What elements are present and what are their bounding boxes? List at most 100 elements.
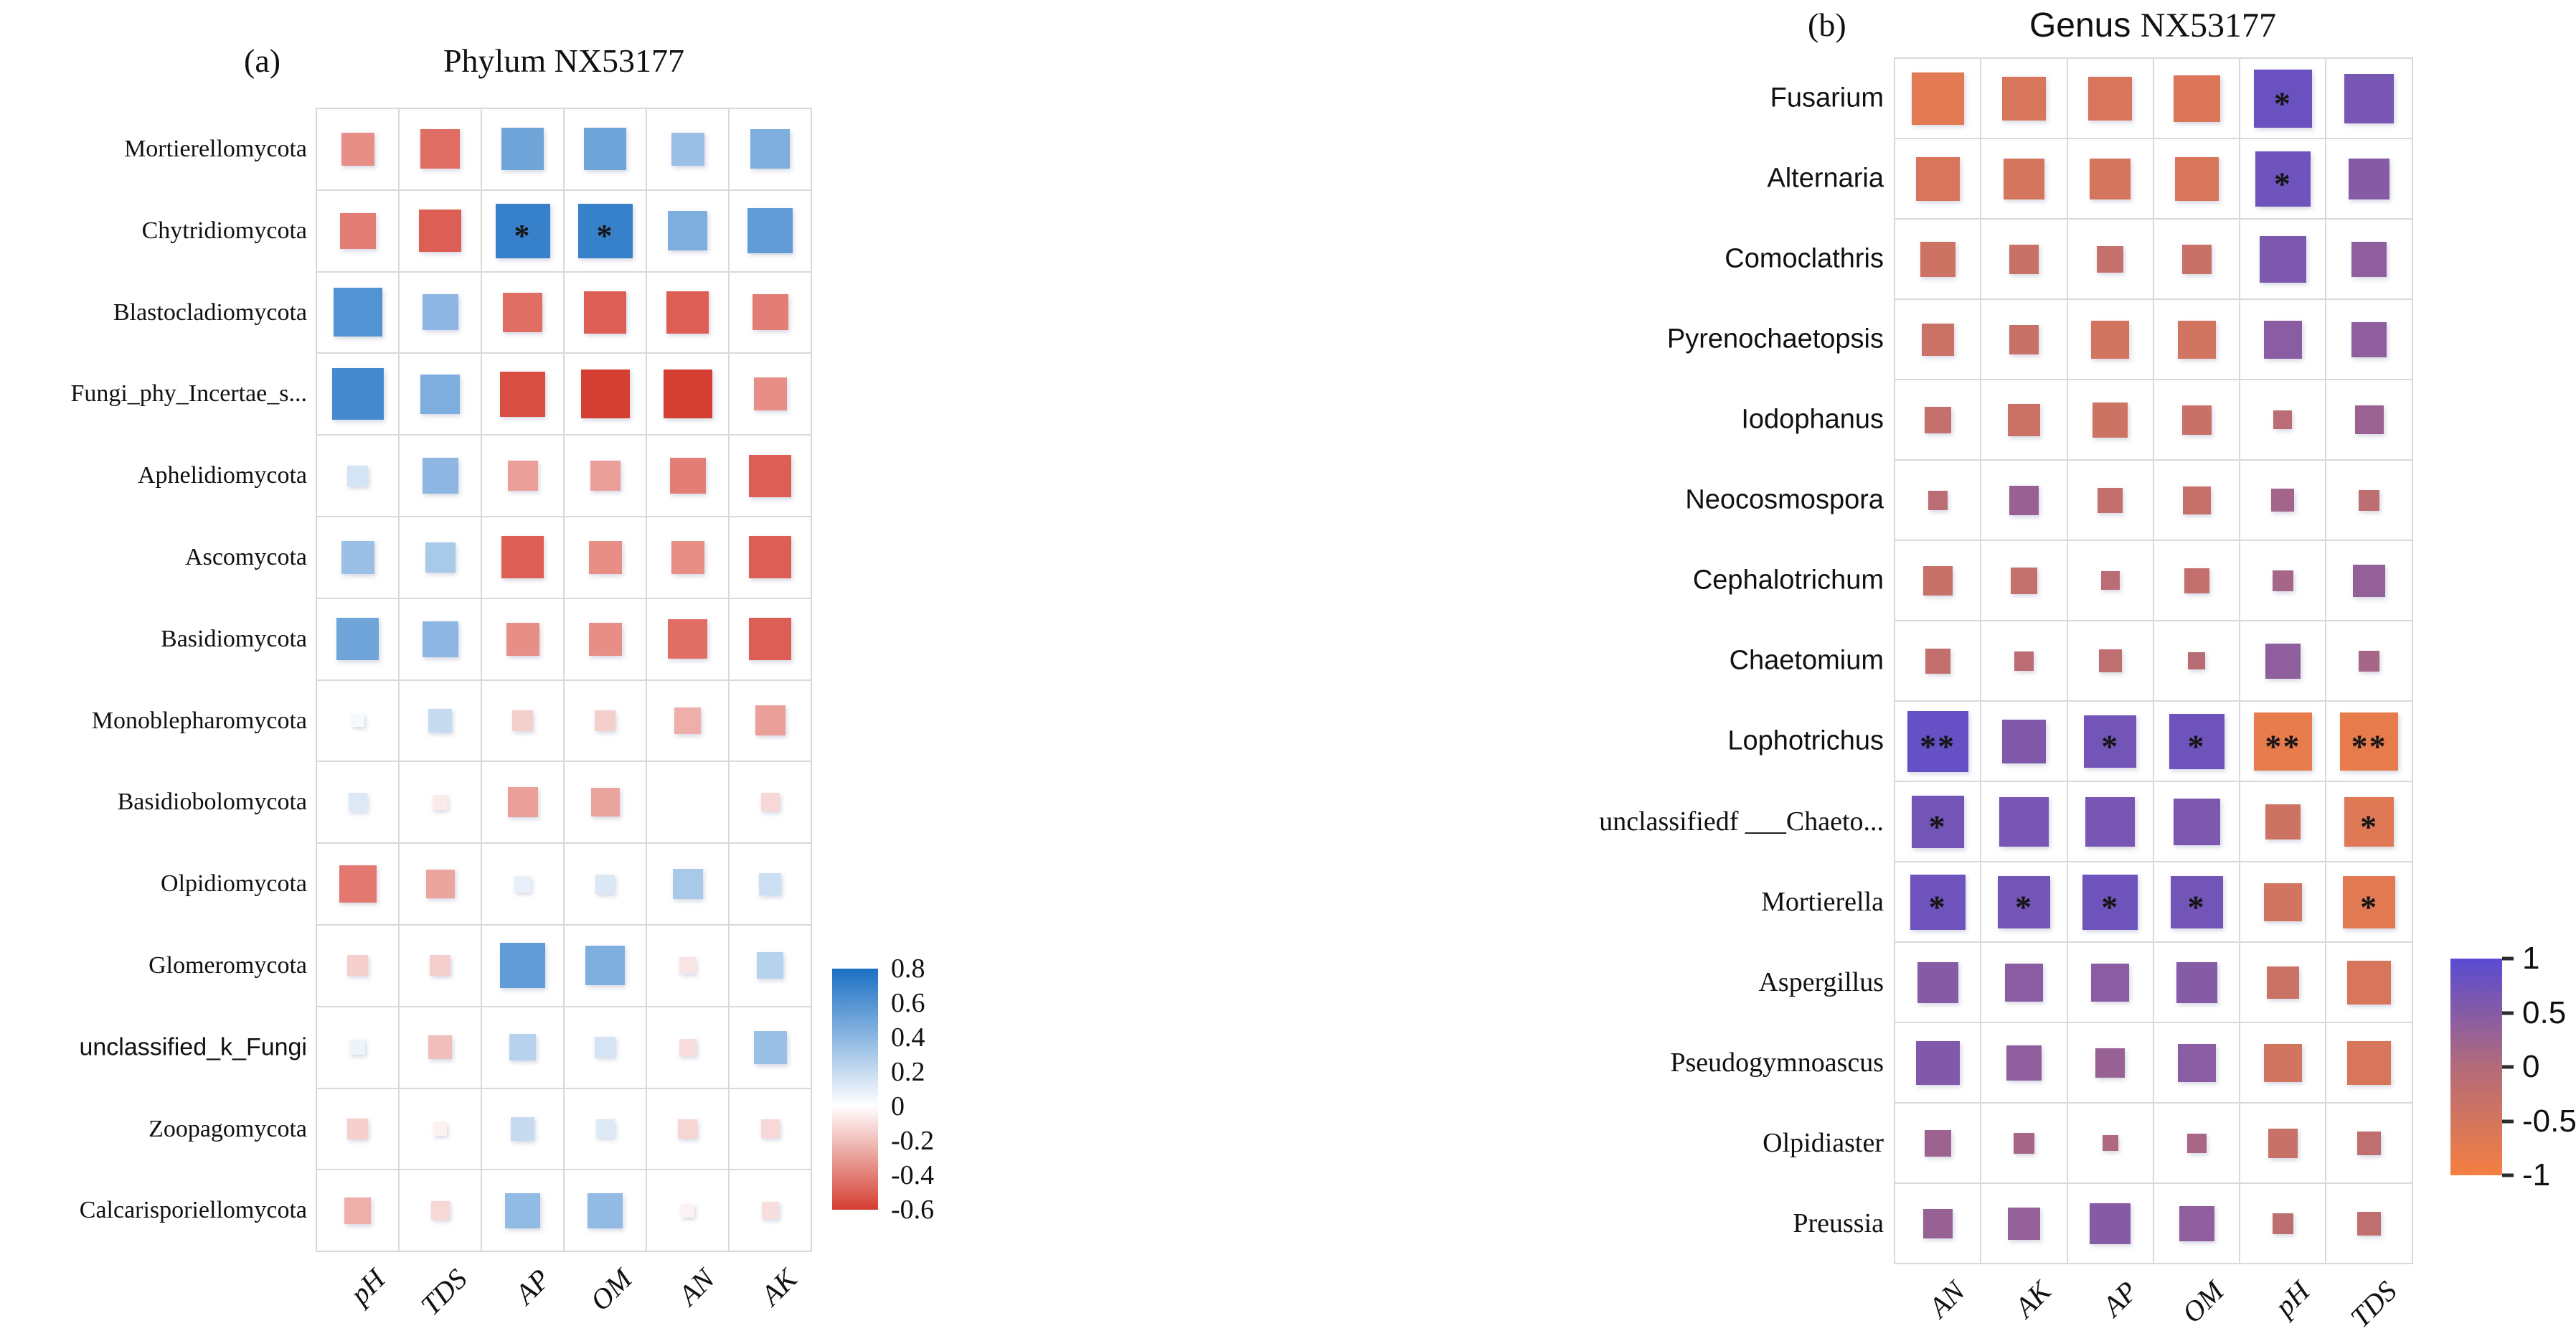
cell-square (428, 1035, 452, 1060)
row-label: Chytridiomycota (141, 217, 307, 244)
cell-square (759, 872, 781, 895)
significance-asterisk: * (2014, 888, 2033, 926)
matrix-cell (400, 272, 481, 353)
cell-square (679, 957, 696, 974)
matrix-cell (482, 844, 563, 924)
cell-square (511, 1116, 534, 1141)
cell-square (2354, 405, 2384, 434)
matrix-cell (1981, 782, 2067, 861)
colorbar-tick-label: 0.6 (891, 988, 925, 1018)
matrix-cell (2153, 59, 2240, 138)
matrix-cell (317, 109, 398, 189)
cell-square (750, 129, 790, 169)
matrix-cell (2153, 1104, 2240, 1182)
column-label: OM (2175, 1274, 2230, 1330)
cell-square (2273, 410, 2293, 429)
cell-square (2170, 875, 2223, 928)
cell-square (749, 618, 791, 661)
matrix-cell (317, 1088, 398, 1170)
cell-square (595, 874, 615, 894)
matrix-cell (647, 598, 728, 679)
cell-square (347, 1118, 368, 1139)
matrix-cell: * (2240, 59, 2326, 138)
column-label: AN (672, 1262, 722, 1312)
matrix-cell (482, 925, 563, 1006)
matrix-cell (730, 436, 811, 516)
cell-square (755, 705, 785, 736)
cell-square (422, 458, 458, 494)
matrix-cell (647, 925, 728, 1006)
matrix-cell (1895, 1184, 1981, 1263)
cell-square (2263, 320, 2302, 359)
matrix-cell (2067, 59, 2153, 138)
column-label: TDS (2344, 1274, 2403, 1334)
cell-square (425, 542, 456, 573)
matrix-cell (2067, 541, 2153, 620)
significance-asterisk: * (2273, 85, 2292, 122)
matrix-cell (565, 680, 646, 761)
matrix-cell (2326, 621, 2412, 700)
matrix-cell (2240, 621, 2326, 700)
significance-asterisk: ** (2265, 728, 2301, 765)
matrix-cell (482, 598, 563, 679)
matrix-cell (1981, 702, 2067, 781)
row-label: Basidiomycota (161, 625, 307, 652)
matrix-cell (2067, 220, 2153, 298)
cell-square (1922, 565, 1953, 596)
matrix-cell (647, 1170, 728, 1251)
matrix-cell (1981, 380, 2067, 459)
cell-square (1911, 72, 1964, 125)
matrix-cell (2240, 380, 2326, 459)
row-label: Basidiobolomycota (117, 789, 307, 816)
matrix-cell (2326, 943, 2412, 1022)
cell-square (2188, 652, 2206, 669)
matrix-cell (647, 1007, 728, 1088)
matrix-cell (2067, 1184, 2153, 1263)
matrix-cell (2067, 943, 2153, 1022)
cell-square (2271, 489, 2295, 512)
matrix-cell: * (2326, 862, 2412, 941)
cell-square (495, 203, 550, 258)
cell-square (1917, 961, 1958, 1003)
matrix-cell (730, 925, 811, 1006)
cell-square (2102, 1135, 2118, 1151)
column-label: AP (2095, 1274, 2144, 1323)
matrix-cell (482, 1007, 563, 1088)
matrix-cell (400, 517, 481, 598)
cell-square (584, 291, 626, 334)
matrix-cell (565, 272, 646, 353)
matrix-cell (730, 272, 811, 353)
matrix-cell (565, 1088, 646, 1170)
cell-square (584, 128, 626, 171)
matrix-cell (2153, 541, 2240, 620)
cell-square (2091, 963, 2130, 1002)
row-label: Aspergillus (1758, 967, 1884, 997)
cell-square (1911, 795, 1964, 848)
row-label: Ascomycota (185, 543, 307, 570)
cell-square (761, 1202, 779, 1220)
row-label: Mortierella (1761, 887, 1884, 917)
matrix-cell (400, 1170, 481, 1251)
cell-square (588, 540, 622, 574)
matrix-cell (730, 1007, 811, 1088)
cell-square (428, 708, 452, 733)
significance-asterisk: * (2101, 888, 2120, 926)
matrix-cell (565, 925, 646, 1006)
matrix-cell (2326, 1104, 2412, 1182)
row-label: Fusarium (1770, 83, 1884, 113)
matrix-cell (647, 354, 728, 435)
cell-square (752, 294, 788, 331)
cell-square (760, 793, 780, 812)
cell-square (2009, 485, 2039, 515)
matrix-cell (2326, 300, 2412, 379)
matrix-cell (1981, 541, 2067, 620)
cell-square (2353, 564, 2386, 597)
matrix-cell (647, 1088, 728, 1170)
cell-square (2179, 1205, 2214, 1241)
cell-square (2253, 712, 2312, 771)
cell-square (500, 943, 545, 989)
colorbar-tick-label: -0.4 (891, 1160, 935, 1190)
matrix-cell (2240, 1184, 2326, 1263)
row-label: Olpidiaster (1763, 1128, 1884, 1158)
cell-square (339, 212, 376, 249)
